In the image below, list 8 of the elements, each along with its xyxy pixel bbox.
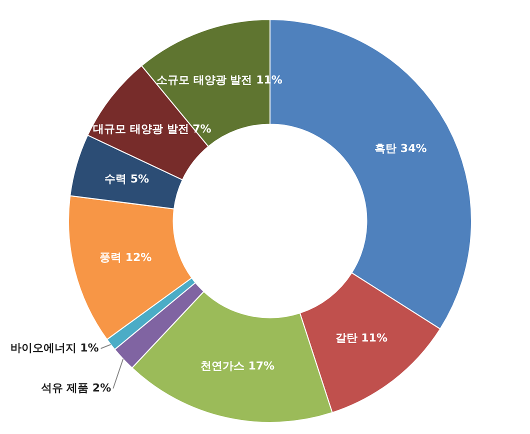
slice-label: 수력 5%: [104, 172, 150, 186]
slice-label: 석유 제품 2%: [40, 381, 112, 394]
slice-label: 바이오에너지 1%: [10, 341, 99, 354]
slice-label: 갈탄 11%: [335, 332, 388, 345]
slice-label: 대규모 태양광 발전 7%: [93, 122, 212, 136]
slice-label: 풍력 12%: [99, 250, 152, 264]
slice-label: 천연가스 17%: [200, 359, 275, 372]
slice-label: 흑탄 34%: [374, 142, 427, 156]
